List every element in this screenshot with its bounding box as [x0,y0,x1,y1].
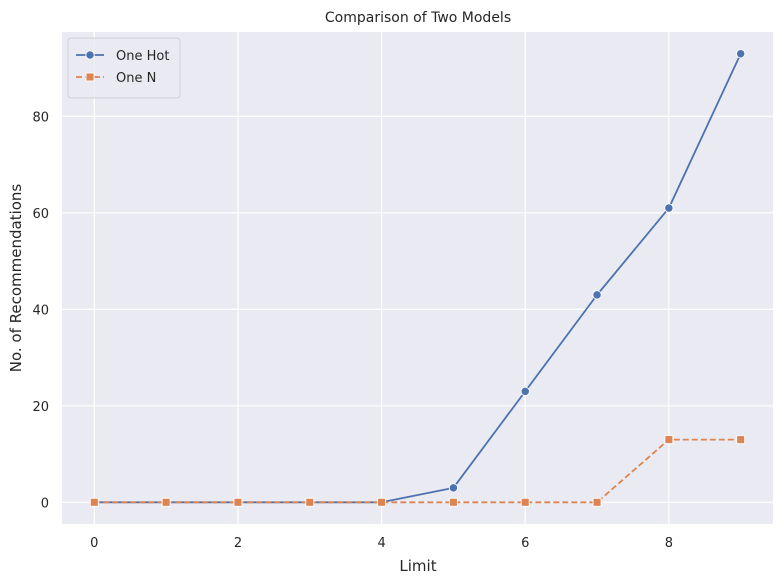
data-point-one-hot [592,290,602,300]
x-tick-label: 4 [377,536,385,551]
data-point-one-hot [736,49,746,59]
data-point-one-n [592,497,602,507]
y-tick-label: 20 [32,400,49,415]
legend-label-one-n: One N [116,71,156,86]
series-line-one-hot [94,53,742,504]
y-tick-label: 0 [41,496,49,511]
y-axis-label: No. of Recommendations [7,184,25,373]
legend-marker-one-hot [85,50,95,60]
x-tick-label: 6 [521,536,529,551]
series-group [89,49,746,507]
data-point-one-n [89,497,99,507]
plot-area [62,32,773,524]
data-point-one-hot [520,386,530,397]
data-point-one-hot [448,483,459,493]
data-point-one-hot [664,203,674,213]
data-point-one-n [664,435,674,445]
x-tick-label: 0 [90,536,98,551]
legend-frame [67,37,181,99]
series-line-one-n [94,438,741,504]
data-point-one-n [377,497,387,507]
y-axis-ticks: 0 20 40 60 80 [32,110,49,511]
legend-marker-one-n [85,72,95,82]
data-point-one-n [736,435,746,445]
data-point-one-n [305,497,315,507]
legend-label-one-hot: One Hot [116,49,169,64]
x-axis-ticks: 0 2 4 6 8 [90,536,673,551]
y-tick-label: 80 [32,110,49,125]
legend: One Hot One N [67,37,181,99]
x-tick-label: 2 [234,536,242,551]
y-tick-label: 60 [32,207,49,222]
data-point-one-n [520,497,530,507]
x-tick-label: 8 [665,536,673,551]
x-axis-label: Limit [399,557,436,575]
chart-title: Comparison of Two Models [325,10,511,26]
y-tick-label: 40 [32,303,49,318]
data-point-one-n [448,497,458,507]
data-point-one-n [233,497,243,507]
data-point-one-n [161,497,171,507]
